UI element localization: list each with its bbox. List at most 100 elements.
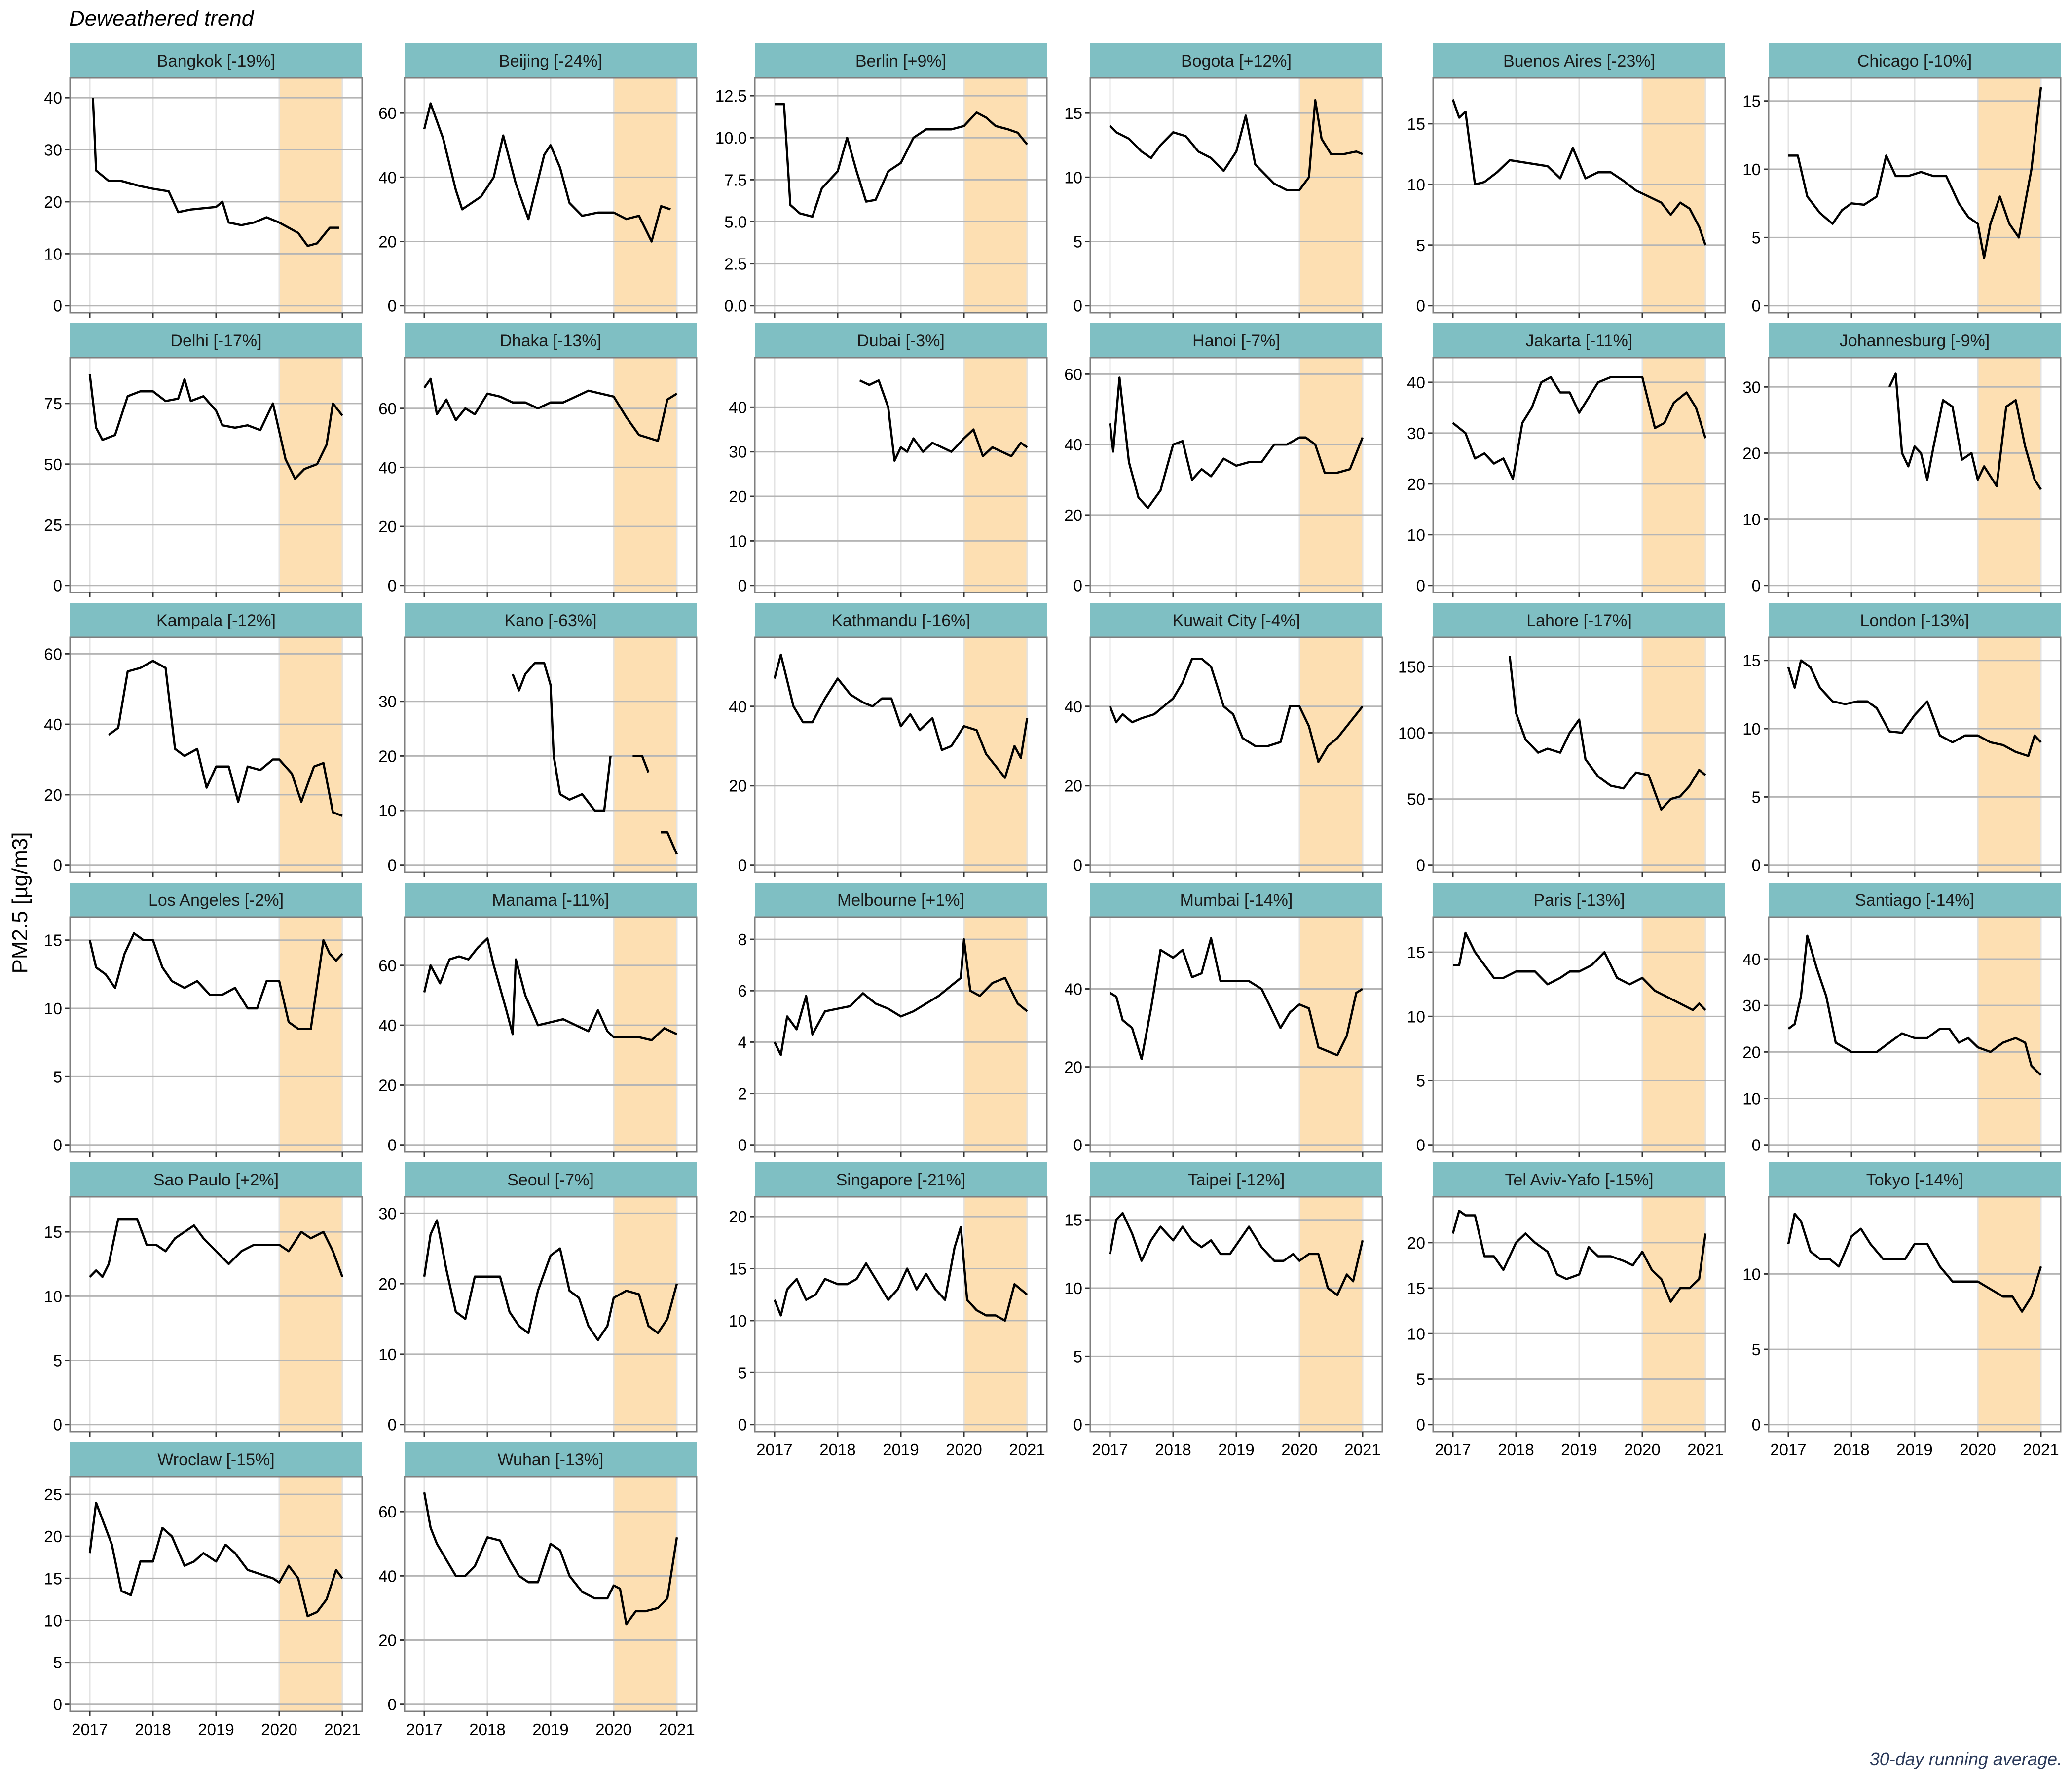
y-tick-label: 5 [1752, 1340, 1761, 1359]
y-tick-label: 10 [44, 999, 62, 1018]
facet-panel: Seoul [-7%] 0 10 20 30 [378, 1162, 698, 1437]
facet-panel: Johannesburg [-9%] 0 10 20 30 [1742, 323, 2062, 597]
y-tick-label: 40 [1742, 950, 1761, 968]
facet-panel: Manama [-11%] 0 20 40 60 [378, 883, 698, 1157]
series-line [423, 1492, 678, 1626]
y-tick-label: 0 [388, 1136, 397, 1154]
y-tick-label: 0 [1073, 297, 1082, 315]
facet-strip [1090, 323, 1382, 358]
facet-label: Sao Paulo [+2%] [153, 1171, 279, 1189]
y-tick-label: 20 [44, 1527, 62, 1546]
facet-label: Paris [-13%] [1533, 891, 1625, 910]
series-line [88, 374, 343, 480]
facet-strip [1433, 43, 1725, 78]
facet-label: Dhaka [-13%] [500, 332, 601, 350]
facet-strip [405, 323, 697, 358]
highlight-band [1299, 637, 1363, 872]
y-tick-label: 20 [729, 1208, 747, 1226]
facet-strip [405, 1442, 697, 1477]
y-tick-label: 20 [378, 1275, 397, 1293]
facet-panel: Jakarta [-11%] 0 10 20 30 40 [1407, 323, 1726, 597]
y-tick-label: 0 [1752, 297, 1761, 315]
y-tick-label: 20 [378, 518, 397, 536]
x-tick-label: 2018 [1833, 1441, 1869, 1459]
facet-strip [70, 1442, 362, 1477]
y-tick-label: 10 [1742, 1265, 1761, 1283]
series-line [1451, 99, 1707, 246]
y-tick-label: 5 [1416, 1072, 1425, 1090]
series-line [108, 660, 343, 817]
y-tick-label: 20 [1742, 444, 1761, 462]
series-line [1453, 931, 1706, 1011]
y-tick-label: 20 [1742, 1043, 1761, 1061]
y-tick-label: 0 [1416, 856, 1425, 875]
highlight-band [1642, 917, 1705, 1152]
facet-panel: Bogota [+12%] 0 5 10 15 [1064, 43, 1383, 318]
y-tick-label: 60 [378, 957, 397, 975]
x-tick-label: 2018 [135, 1720, 171, 1739]
y-tick-label: 40 [378, 458, 397, 477]
facet-strip [1769, 43, 2061, 78]
y-tick-label: 10 [1742, 160, 1761, 179]
facet-panel: Bangkok [-19%] 0 10 20 30 40 [44, 43, 363, 318]
highlight-band [1299, 78, 1363, 313]
y-tick-label: 7.5 [724, 171, 747, 189]
y-tick-label: 20 [378, 233, 397, 251]
y-tick-label: 0 [1073, 577, 1082, 595]
y-tick-label: 10 [1407, 526, 1425, 544]
facet-label: Tokyo [-14%] [1866, 1171, 1963, 1189]
series-line [1788, 87, 2042, 259]
series-line [88, 1501, 343, 1618]
y-tick-label: 5 [1073, 233, 1082, 251]
y-tick-label: 5 [53, 1352, 62, 1370]
y-tick-label: 30 [378, 693, 397, 711]
facet-label: Bangkok [-19%] [157, 52, 275, 71]
x-tick-label: 2019 [1218, 1441, 1254, 1459]
y-tick-label: 20 [1407, 475, 1425, 493]
series-line [773, 938, 1028, 1056]
facet-panel: Delhi [-17%] 0 25 50 75 [44, 323, 363, 597]
facet-label: Wuhan [-13%] [498, 1450, 604, 1469]
y-tick-label: 15 [44, 931, 62, 950]
x-tick-label: 2020 [1281, 1441, 1317, 1459]
y-tick-label: 60 [378, 400, 397, 418]
x-tick-label: 2021 [324, 1720, 360, 1739]
y-tick-label: 30 [1742, 997, 1761, 1015]
highlight-band [964, 917, 1027, 1152]
x-tick-label: 2018 [819, 1441, 855, 1459]
y-tick-label: 0 [738, 1416, 747, 1434]
y-tick-label: 25 [44, 1485, 62, 1504]
y-tick-label: 0 [1416, 577, 1425, 595]
facet-strip [755, 1162, 1047, 1197]
y-tick-label: 0 [53, 297, 62, 315]
highlight-band [1642, 358, 1705, 592]
facet-strip [70, 603, 362, 637]
y-tick-label: 40 [729, 398, 747, 416]
y-tick-label: 20 [378, 1631, 397, 1650]
y-tick-label: 60 [378, 1503, 397, 1521]
facet-panel: Melbourne [+1%] 0 2 4 6 8 [738, 883, 1048, 1157]
y-tick-label: 10 [378, 1345, 397, 1364]
highlight-band [1978, 637, 2041, 872]
series-line [1109, 99, 1363, 191]
y-tick-label: 30 [1407, 424, 1425, 443]
facet-strip [1769, 323, 2061, 358]
facet-label: Manama [-11%] [492, 891, 609, 910]
facet-strip [1769, 883, 2061, 917]
facet-panel: Wuhan [-13%] 0 20 40 60 2017 2018 2019 2020 2021 [378, 1442, 698, 1739]
y-tick-label: 20 [1064, 506, 1082, 524]
highlight-band [279, 637, 342, 872]
x-tick-label: 2021 [1009, 1441, 1045, 1459]
y-tick-label: 40 [1407, 373, 1425, 392]
series-line [423, 937, 677, 1041]
highlight-band [964, 637, 1027, 872]
facet-strip [1090, 43, 1382, 78]
series-line [88, 932, 343, 1030]
x-tick-label: 2019 [1561, 1441, 1597, 1459]
highlight-band [279, 917, 342, 1152]
facet-strip [70, 43, 362, 78]
y-tick-label: 60 [1064, 365, 1082, 383]
facet-panel: Kano [-63%] 0 10 20 30 [378, 603, 698, 877]
y-tick-label: 0 [738, 856, 747, 875]
